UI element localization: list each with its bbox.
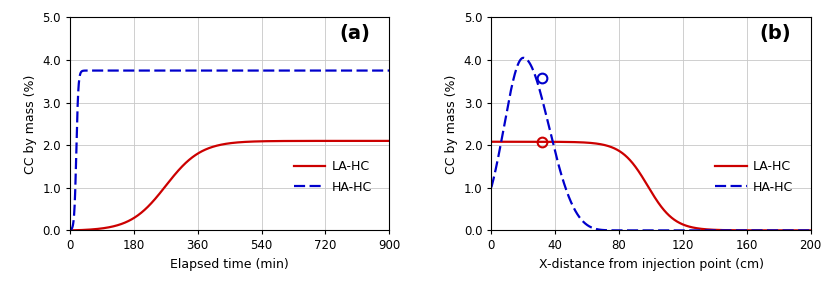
HA-HC [523,59,532,62]
LA-HC [623,156,633,160]
LA-HC [523,140,532,143]
Y-axis label: CC by mass (%): CC by mass (%) [445,74,458,174]
HA-HC [120,69,130,72]
HA-HC [518,56,528,60]
Y-axis label: CC by mass (%): CC by mass (%) [24,74,37,174]
HA-HC [765,229,775,232]
LA-HC [202,147,212,151]
LA-HC [378,139,388,143]
LA-HC [344,139,354,143]
LA-HC [120,221,130,224]
LA-HC [188,156,198,159]
HA-HC [202,69,212,72]
HA-HC [542,116,551,120]
HA-HC [384,69,394,72]
LA-HC [799,229,809,232]
Line: HA-HC: HA-HC [491,58,811,230]
HA-HC [486,186,496,189]
HA-HC [65,228,75,232]
Line: LA-HC: LA-HC [491,142,811,230]
HA-HC [188,69,198,72]
HA-HC [109,69,119,72]
HA-HC [101,69,111,72]
LA-HC [384,139,394,143]
HA-HC [799,229,809,232]
LA-HC [542,140,551,143]
Legend: LA-HC, HA-HC: LA-HC, HA-HC [710,155,798,198]
Legend: LA-HC, HA-HC: LA-HC, HA-HC [289,155,377,198]
Text: (b): (b) [760,24,792,43]
HA-HC [344,69,354,72]
LA-HC [609,146,619,150]
LA-HC [65,229,75,232]
Line: LA-HC: LA-HC [70,141,389,230]
HA-HC [623,229,633,232]
LA-HC [765,229,775,232]
HA-HC [806,229,816,232]
Line: HA-HC: HA-HC [70,71,389,230]
X-axis label: Elapsed time (min): Elapsed time (min) [170,258,289,271]
LA-HC [806,229,816,232]
LA-HC [486,140,496,143]
X-axis label: X-distance from injection point (cm): X-distance from injection point (cm) [538,258,764,271]
HA-HC [378,69,388,72]
Text: (a): (a) [339,24,370,43]
HA-HC [609,229,619,232]
LA-HC [101,226,111,230]
